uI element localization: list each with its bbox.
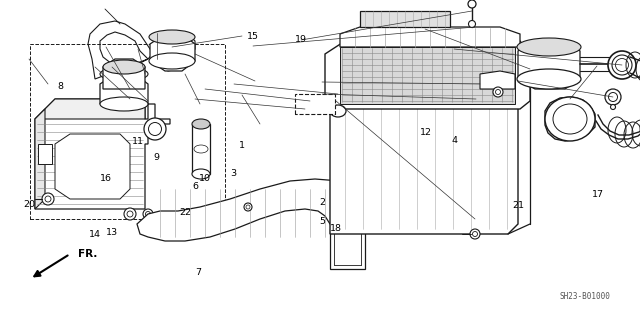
Text: 5: 5 xyxy=(319,217,325,226)
Ellipse shape xyxy=(192,119,210,129)
Ellipse shape xyxy=(192,169,210,179)
Text: 13: 13 xyxy=(106,228,118,237)
Text: SH23-B01000: SH23-B01000 xyxy=(559,292,610,301)
Ellipse shape xyxy=(517,69,581,89)
Text: 9: 9 xyxy=(154,153,160,162)
Polygon shape xyxy=(100,74,148,104)
Ellipse shape xyxy=(468,20,476,27)
Polygon shape xyxy=(330,229,365,269)
Polygon shape xyxy=(35,109,45,209)
Ellipse shape xyxy=(42,193,54,205)
Text: 10: 10 xyxy=(199,174,211,183)
Text: 1: 1 xyxy=(239,141,245,150)
Ellipse shape xyxy=(553,104,587,134)
Text: 14: 14 xyxy=(89,230,100,239)
Polygon shape xyxy=(480,71,515,89)
Text: FR.: FR. xyxy=(78,249,97,259)
Ellipse shape xyxy=(493,87,503,97)
Bar xyxy=(30,44,225,219)
Text: 18: 18 xyxy=(330,224,342,233)
Polygon shape xyxy=(38,144,52,164)
Text: 22: 22 xyxy=(180,208,191,217)
Ellipse shape xyxy=(330,105,346,117)
Text: 7: 7 xyxy=(195,268,202,277)
Ellipse shape xyxy=(149,30,195,44)
Ellipse shape xyxy=(612,55,632,75)
Text: 15: 15 xyxy=(247,32,259,41)
Text: 8: 8 xyxy=(58,82,64,91)
Polygon shape xyxy=(360,11,450,27)
Ellipse shape xyxy=(103,60,145,74)
Ellipse shape xyxy=(616,58,628,71)
Ellipse shape xyxy=(100,97,148,111)
Polygon shape xyxy=(340,27,520,47)
Text: 3: 3 xyxy=(230,169,237,178)
Ellipse shape xyxy=(100,67,148,81)
Text: 19: 19 xyxy=(295,35,307,44)
Ellipse shape xyxy=(149,53,195,69)
Text: 17: 17 xyxy=(593,190,604,199)
Ellipse shape xyxy=(611,105,616,109)
Ellipse shape xyxy=(468,0,476,8)
Text: 21: 21 xyxy=(513,201,524,210)
Text: 6: 6 xyxy=(192,182,198,191)
Polygon shape xyxy=(55,134,130,199)
Ellipse shape xyxy=(470,229,480,239)
Polygon shape xyxy=(518,41,580,89)
Ellipse shape xyxy=(144,118,166,140)
Ellipse shape xyxy=(608,51,636,79)
Ellipse shape xyxy=(609,93,618,101)
Text: 16: 16 xyxy=(100,174,111,183)
Polygon shape xyxy=(192,124,210,174)
Ellipse shape xyxy=(143,209,153,219)
Ellipse shape xyxy=(148,122,161,136)
Ellipse shape xyxy=(145,211,150,217)
Text: 4: 4 xyxy=(451,136,458,145)
Ellipse shape xyxy=(545,97,595,141)
Polygon shape xyxy=(88,21,195,79)
Polygon shape xyxy=(35,99,145,119)
Text: 2: 2 xyxy=(319,198,325,207)
Polygon shape xyxy=(325,37,530,109)
Polygon shape xyxy=(150,34,195,71)
Ellipse shape xyxy=(244,203,252,211)
Ellipse shape xyxy=(45,196,51,202)
Polygon shape xyxy=(295,94,335,114)
Polygon shape xyxy=(340,47,515,104)
Polygon shape xyxy=(330,79,518,234)
Polygon shape xyxy=(545,97,595,141)
Polygon shape xyxy=(137,179,372,241)
Text: 12: 12 xyxy=(420,128,431,137)
Ellipse shape xyxy=(517,38,581,56)
Text: 20: 20 xyxy=(23,200,35,209)
Ellipse shape xyxy=(124,208,136,220)
Polygon shape xyxy=(35,99,170,209)
Ellipse shape xyxy=(127,211,133,217)
Text: 11: 11 xyxy=(132,137,143,146)
Ellipse shape xyxy=(605,89,621,105)
Polygon shape xyxy=(103,59,145,89)
